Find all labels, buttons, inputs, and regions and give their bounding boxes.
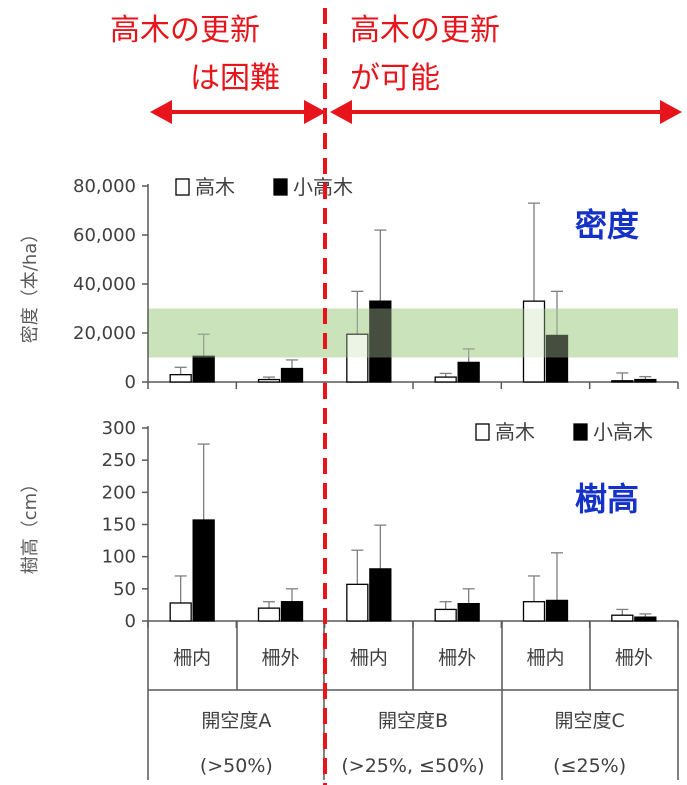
bar-series-2 bbox=[369, 568, 392, 622]
legend-swatch bbox=[475, 423, 490, 441]
bar-series-1 bbox=[169, 373, 192, 383]
group-label: 開空度C bbox=[555, 710, 625, 732]
category-axis-frame bbox=[147, 621, 679, 780]
bar-series-1 bbox=[522, 601, 546, 622]
legend-swatch bbox=[175, 178, 190, 196]
legend-label: 高木 bbox=[195, 175, 235, 199]
bar-series-2 bbox=[369, 300, 392, 383]
y-tick-label: 150 bbox=[102, 515, 136, 536]
bar-series-2 bbox=[545, 599, 569, 622]
bar-series-2 bbox=[545, 334, 569, 383]
legend-swatch bbox=[573, 423, 588, 441]
bar-series-1 bbox=[434, 608, 457, 622]
bar-series-1 bbox=[522, 300, 546, 383]
category-label: 柵外 bbox=[615, 647, 653, 669]
bar-series-2 bbox=[280, 367, 304, 383]
bar-series-1 bbox=[169, 602, 192, 622]
y-tick-label: 200 bbox=[102, 482, 136, 503]
legend-swatch bbox=[273, 178, 288, 196]
bar-series-1 bbox=[346, 583, 369, 622]
y-tick-label: 0 bbox=[125, 372, 136, 393]
right-range-arrow bbox=[330, 100, 682, 124]
group-label: 開空度A bbox=[201, 710, 271, 732]
reference-band bbox=[148, 308, 678, 358]
panel-title: 樹高 bbox=[575, 480, 639, 518]
bar-series-1 bbox=[611, 614, 634, 622]
bar-series-1 bbox=[257, 378, 281, 383]
bar-series-2 bbox=[457, 602, 480, 622]
bar-series-1 bbox=[257, 607, 281, 622]
group-sublabel: (≤25%) bbox=[553, 755, 626, 777]
y-tick-label: 100 bbox=[102, 547, 136, 568]
bar-series-1 bbox=[346, 333, 369, 383]
bar-series-2 bbox=[634, 378, 657, 383]
panel-title: 密度 bbox=[575, 206, 639, 244]
category-label: 柵内 bbox=[173, 647, 211, 669]
bar-series-2 bbox=[457, 361, 480, 383]
y-axis-label: 密度（本/ha） bbox=[20, 225, 41, 344]
y-tick-label: 0 bbox=[125, 611, 136, 632]
annotation-right-line1: 高木の更新 bbox=[350, 13, 500, 48]
reference-band-overlay bbox=[149, 308, 678, 358]
group-sublabel: (>25%, ≤50%) bbox=[341, 755, 484, 777]
annotation-left-line1: 高木の更新 bbox=[110, 13, 260, 48]
y-tick-label: 300 bbox=[102, 418, 136, 439]
bar-series-1 bbox=[611, 380, 634, 383]
legend-label: 高木 bbox=[495, 420, 535, 444]
left-range-arrow bbox=[150, 100, 326, 124]
bar-series-2 bbox=[280, 601, 304, 622]
y-tick-label: 80,000 bbox=[73, 176, 136, 197]
legend-label: 小高木 bbox=[593, 420, 653, 444]
group-sublabel: (>50%) bbox=[200, 755, 273, 777]
bar-series-1 bbox=[434, 376, 457, 383]
bar-series-2 bbox=[192, 355, 215, 383]
bar-series-2 bbox=[192, 519, 215, 622]
annotation-left-line2: は困難 bbox=[190, 61, 280, 96]
bar-series-2 bbox=[634, 616, 657, 622]
category-label: 柵外 bbox=[438, 647, 476, 669]
annotation-right-line2: が可能 bbox=[350, 61, 440, 96]
y-tick-label: 50 bbox=[113, 579, 136, 600]
y-tick-label: 250 bbox=[102, 450, 136, 471]
category-label: 柵内 bbox=[526, 647, 564, 669]
group-label: 開空度B bbox=[378, 710, 448, 732]
y-axis-label: 樹高（cm） bbox=[20, 475, 41, 574]
category-label: 柵外 bbox=[261, 647, 299, 669]
y-tick-label: 40,000 bbox=[73, 274, 136, 295]
y-tick-label: 60,000 bbox=[73, 225, 136, 246]
legend: 高木 小高木 bbox=[475, 420, 653, 444]
y-tick-label: 20,000 bbox=[73, 323, 136, 344]
category-label: 柵内 bbox=[350, 647, 388, 669]
